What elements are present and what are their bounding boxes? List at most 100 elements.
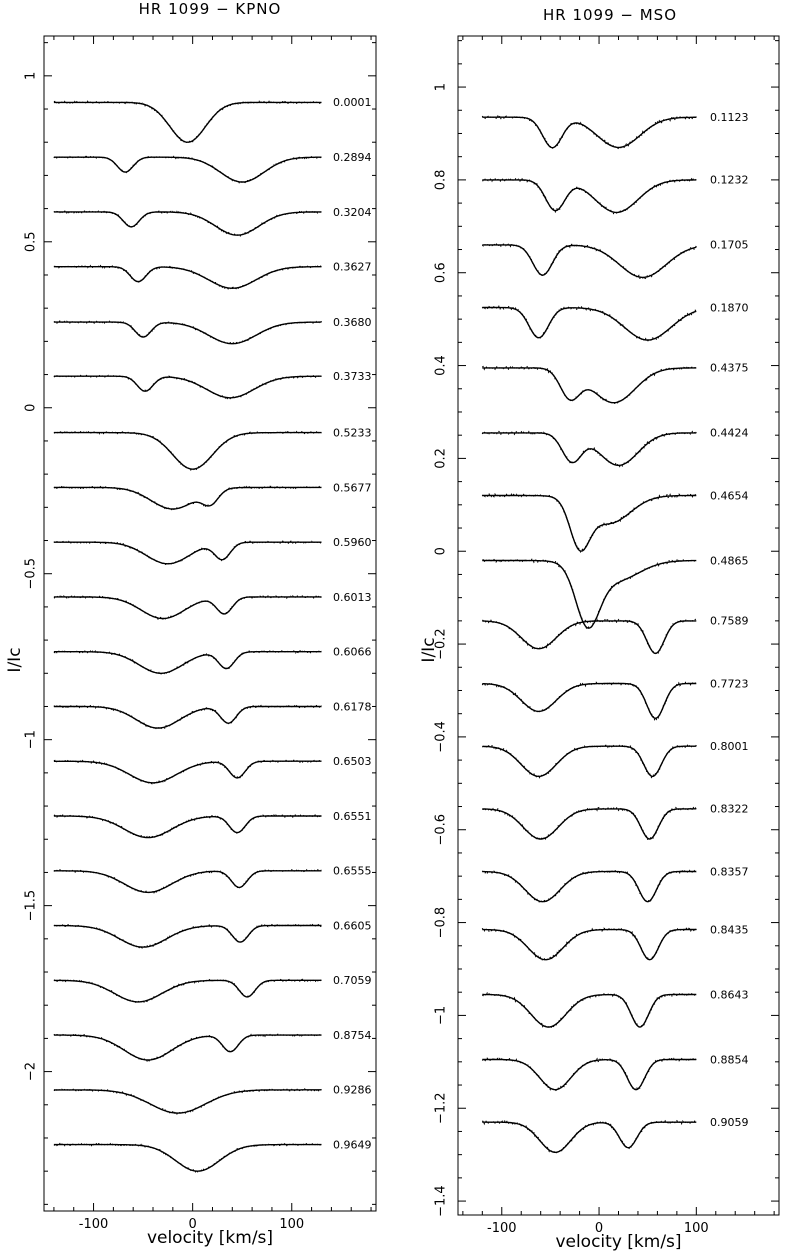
- plot-frame: [43, 35, 377, 1212]
- observed-profile: [481, 868, 697, 904]
- x-tick-label: 0: [595, 1221, 603, 1236]
- y-tick-label: −0.2: [434, 628, 449, 660]
- y-tick-label: −0.8: [434, 907, 449, 939]
- phase-label: 0.5233: [333, 426, 372, 439]
- model-profile: [482, 1058, 697, 1091]
- model-profile: [482, 808, 697, 840]
- model-profile: [482, 1121, 697, 1153]
- observed-profile: [481, 743, 697, 779]
- y-tick-label: −2: [24, 1062, 39, 1081]
- observed-profile: [53, 430, 322, 471]
- observed-profile: [482, 618, 697, 654]
- observed-profile: [481, 681, 697, 721]
- observed-profile: [481, 242, 697, 280]
- model-profile: [53, 705, 322, 729]
- observed-profile: [481, 492, 697, 553]
- phase-label: 0.0001: [333, 96, 372, 109]
- phase-label: 0.7723: [710, 677, 749, 690]
- model-profile: [53, 486, 322, 510]
- model-profile: [53, 815, 322, 839]
- model-profile: [482, 179, 697, 214]
- observed-profile: [53, 540, 322, 566]
- phase-label: 0.3627: [333, 261, 372, 274]
- y-axis-label: I/Ic: [5, 647, 25, 672]
- x-tick-label: 100: [279, 1217, 304, 1232]
- model-profile: [482, 620, 697, 655]
- panel-kpno: HR 1099 − KPNO -100 0 100 1 0.5 0 −0.5 −1 −1.5 −2 v…: [5, 0, 377, 1248]
- y-tick-label: 0.6: [434, 262, 449, 283]
- x-tick-label: -100: [79, 1217, 109, 1232]
- model-profile: [482, 244, 697, 279]
- model-profile: [53, 651, 322, 674]
- model-profile: [53, 266, 322, 290]
- y-axis-label: I/Ic: [419, 637, 439, 662]
- phase-label: 0.8001: [710, 740, 749, 753]
- y-tick-label: −1: [24, 730, 39, 749]
- observed-profile: [482, 365, 697, 405]
- model-profile: [482, 870, 697, 903]
- phase-label: 0.6605: [333, 919, 372, 932]
- model-profile: [53, 211, 322, 236]
- phase-label: 0.4865: [710, 554, 749, 567]
- y-tick-label: −0.5: [24, 558, 39, 590]
- phase-label: 0.6178: [333, 700, 372, 713]
- phase-label: 0.7059: [333, 974, 372, 987]
- phase-label: 0.8754: [333, 1029, 372, 1042]
- phase-label: 0.1870: [710, 301, 749, 314]
- observed-profile: [53, 1032, 322, 1062]
- phase-label: 0.8435: [710, 923, 749, 936]
- y-tick-label: −1.2: [434, 1092, 449, 1124]
- x-axis-label: velocity [km/s]: [555, 1232, 681, 1252]
- phase-label: 0.8643: [710, 988, 749, 1001]
- y-tick-label: 1: [24, 72, 39, 80]
- observed-profile: [482, 806, 697, 842]
- model-profile: [482, 116, 697, 149]
- model-profile: [482, 367, 697, 404]
- model-profile: [53, 431, 322, 470]
- phase-label: 0.9286: [333, 1084, 372, 1097]
- phase-label: 0.8322: [710, 803, 749, 816]
- model-profile: [53, 760, 322, 784]
- y-tick-label: 0.4: [434, 355, 449, 376]
- y-tick-label: −0.6: [434, 814, 449, 846]
- phase-label: 0.1705: [710, 239, 749, 252]
- phase-label: 0.6503: [333, 755, 372, 768]
- y-tick-label: 0.2: [434, 448, 449, 469]
- model-profile: [482, 682, 697, 720]
- x-axis-label: velocity [km/s]: [147, 1228, 273, 1248]
- observed-profile: [53, 759, 322, 785]
- y-tick-label: 0.8: [434, 170, 449, 191]
- observed-profile: [481, 927, 697, 962]
- phase-label: 0.1232: [710, 174, 749, 187]
- observed-profile: [53, 209, 322, 237]
- observed-profile: [53, 649, 322, 675]
- model-profile: [482, 928, 697, 961]
- model-profile: [53, 979, 322, 1003]
- x-tick-label: 100: [684, 1221, 709, 1236]
- observed-profile: [53, 814, 322, 839]
- model-profile: [53, 924, 322, 948]
- model-profile: [53, 375, 322, 399]
- observed-profile: [53, 155, 322, 184]
- phase-label: 0.7589: [710, 615, 749, 628]
- observed-profile: [481, 1057, 697, 1092]
- model-profile: [53, 321, 322, 345]
- y-tick-label: 1: [434, 83, 449, 91]
- model-profile: [482, 559, 697, 629]
- phase-label: 0.2894: [333, 151, 372, 164]
- observed-profile: [482, 177, 697, 215]
- phase-label: 0.9059: [710, 1116, 749, 1129]
- model-profile: [482, 993, 697, 1028]
- model-profile: [53, 101, 322, 143]
- model-profile: [53, 870, 322, 894]
- y-tick-label: −1.4: [434, 1185, 449, 1217]
- model-profile: [53, 1034, 322, 1061]
- observed-profile: [53, 704, 322, 730]
- phase-label: 0.3733: [333, 370, 372, 383]
- model-profile: [482, 494, 697, 552]
- observed-profile: [53, 868, 322, 894]
- model-profile: [53, 156, 322, 183]
- y-tick-label: 0.5: [24, 231, 39, 252]
- model-profile: [53, 541, 322, 565]
